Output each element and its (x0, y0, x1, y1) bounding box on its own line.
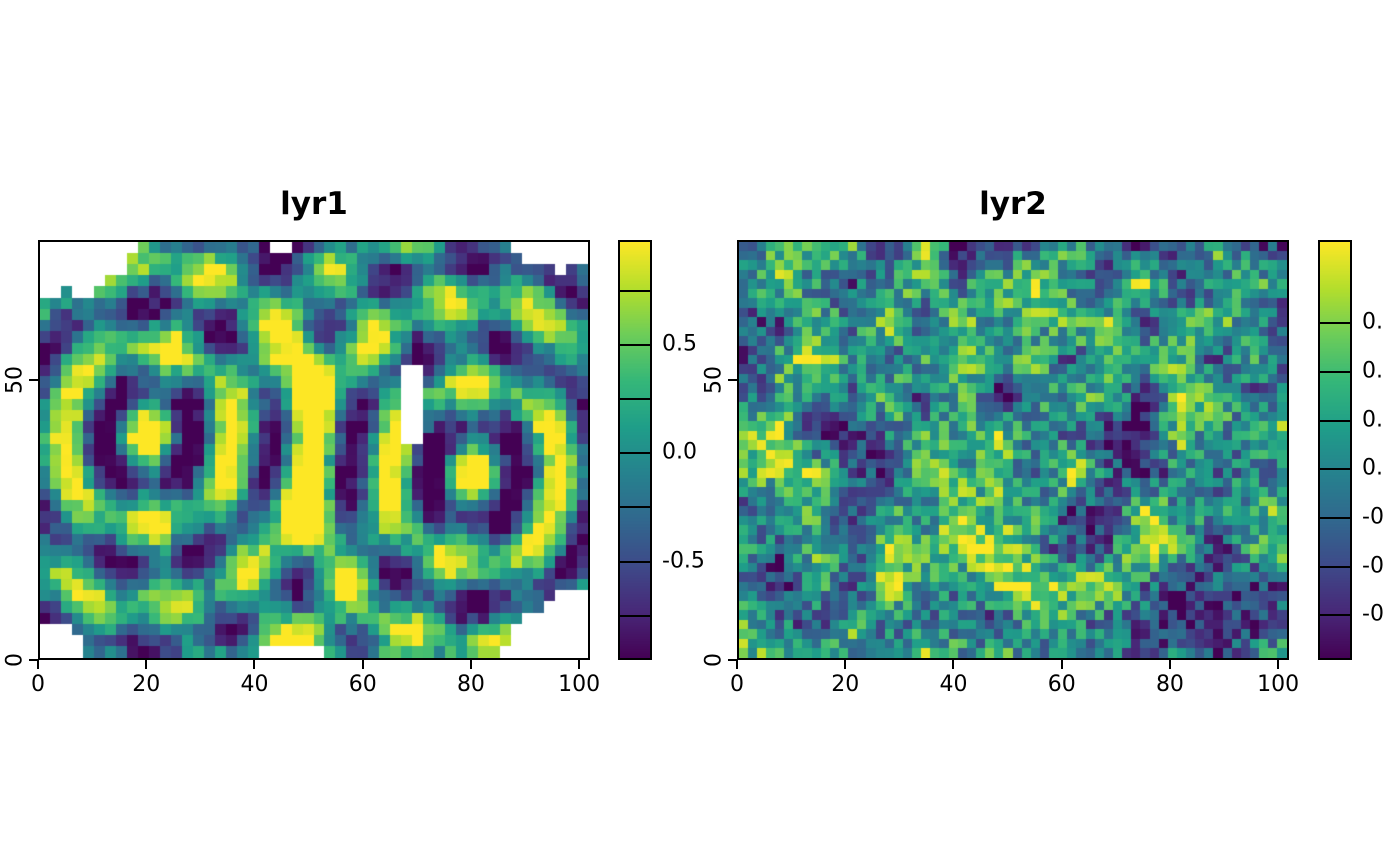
x-tick-mark (253, 660, 256, 669)
x-tick-label: 20 (831, 672, 860, 697)
colorbar-tick-label: -0 (1362, 601, 1384, 627)
x-tick-label: 60 (1047, 672, 1076, 697)
panel1-colorbar-gradient (620, 242, 650, 658)
colorbar-tick-line (620, 398, 650, 400)
y-tick-mark (29, 379, 38, 381)
y-tick-label: 50 (701, 366, 727, 394)
x-tick-label: 40 (939, 672, 968, 697)
panel1-title: lyr1 (280, 186, 348, 222)
x-tick-label: 80 (456, 672, 485, 697)
panel2-colorbar (1318, 240, 1352, 660)
x-tick-label: 0 (31, 672, 45, 697)
x-tick-label: 100 (1257, 672, 1300, 697)
colorbar-tick-line (620, 561, 650, 563)
x-tick-mark (1060, 660, 1063, 669)
colorbar-tick-line (620, 615, 650, 617)
colorbar-tick-label: 0. (1362, 309, 1383, 335)
x-tick-label: 20 (132, 672, 161, 697)
x-tick-label: 80 (1155, 672, 1184, 697)
panel2-title: lyr2 (979, 186, 1047, 222)
colorbar-tick-label: 0.5 (662, 331, 697, 357)
colorbar-tick-line (1320, 322, 1350, 324)
y-tick-mark (29, 659, 38, 661)
y-tick-label: 0 (2, 653, 28, 667)
colorbar-tick-label: 0. (1362, 358, 1383, 384)
colorbar-tick-line (1320, 614, 1350, 616)
x-tick-mark (37, 660, 39, 669)
panel1-colorbar (618, 240, 652, 660)
x-tick-mark (736, 660, 738, 669)
colorbar-tick-line (1320, 371, 1350, 373)
x-tick-mark (1277, 660, 1280, 669)
x-tick-label: 60 (348, 672, 377, 697)
x-tick-label: 0 (730, 672, 744, 697)
panel1-y-axis: 0 50 (0, 240, 38, 667)
panel2-x-axis: 0 20 40 60 80 100 (730, 660, 1299, 710)
colorbar-tick-line (620, 506, 650, 508)
x-tick-mark (145, 660, 148, 669)
x-tick-label: 40 (240, 672, 269, 697)
colorbar-tick-line (1320, 566, 1350, 568)
colorbar-tick-line (620, 452, 650, 454)
y-tick-mark (728, 379, 737, 381)
x-tick-mark (844, 660, 847, 669)
x-tick-label: 100 (558, 672, 601, 697)
colorbar-tick-label: -0 (1362, 504, 1384, 530)
panel2-y-axis: 0 50 (699, 240, 737, 667)
x-tick-mark (469, 660, 472, 669)
lyr1-heatmap-canvas (40, 242, 588, 658)
x-tick-mark (361, 660, 364, 669)
panel1-plot-area (38, 240, 590, 660)
panel2-colorbar-labels: 0. 0. 0. 0. -0 -0 -0 (1362, 240, 1400, 660)
y-tick-label: 0 (701, 653, 727, 667)
x-tick-mark (952, 660, 955, 669)
y-tick-label: 50 (2, 366, 28, 394)
panel2-colorbar-gradient (1320, 242, 1350, 658)
x-tick-mark (1168, 660, 1171, 669)
panel1-x-axis: 0 20 40 60 80 100 (31, 660, 600, 710)
colorbar-tick-label: -0 (1362, 553, 1384, 579)
colorbar-tick-label: 0.0 (662, 439, 697, 465)
colorbar-tick-label: 0. (1362, 407, 1383, 433)
colorbar-tick-label: 0. (1362, 455, 1383, 481)
x-tick-mark (578, 660, 581, 669)
colorbar-tick-line (1320, 420, 1350, 422)
colorbar-tick-line (1320, 517, 1350, 519)
colorbar-tick-line (620, 344, 650, 346)
colorbar-tick-line (1320, 468, 1350, 470)
panel2-plot-area (737, 240, 1289, 660)
colorbar-tick-line (620, 290, 650, 292)
y-tick-mark (728, 659, 737, 661)
panel1-colorbar-labels: 0.5 0.0 -0.5 (662, 240, 724, 660)
colorbar-tick-label: -0.5 (662, 548, 705, 574)
lyr2-heatmap-canvas (739, 242, 1287, 658)
